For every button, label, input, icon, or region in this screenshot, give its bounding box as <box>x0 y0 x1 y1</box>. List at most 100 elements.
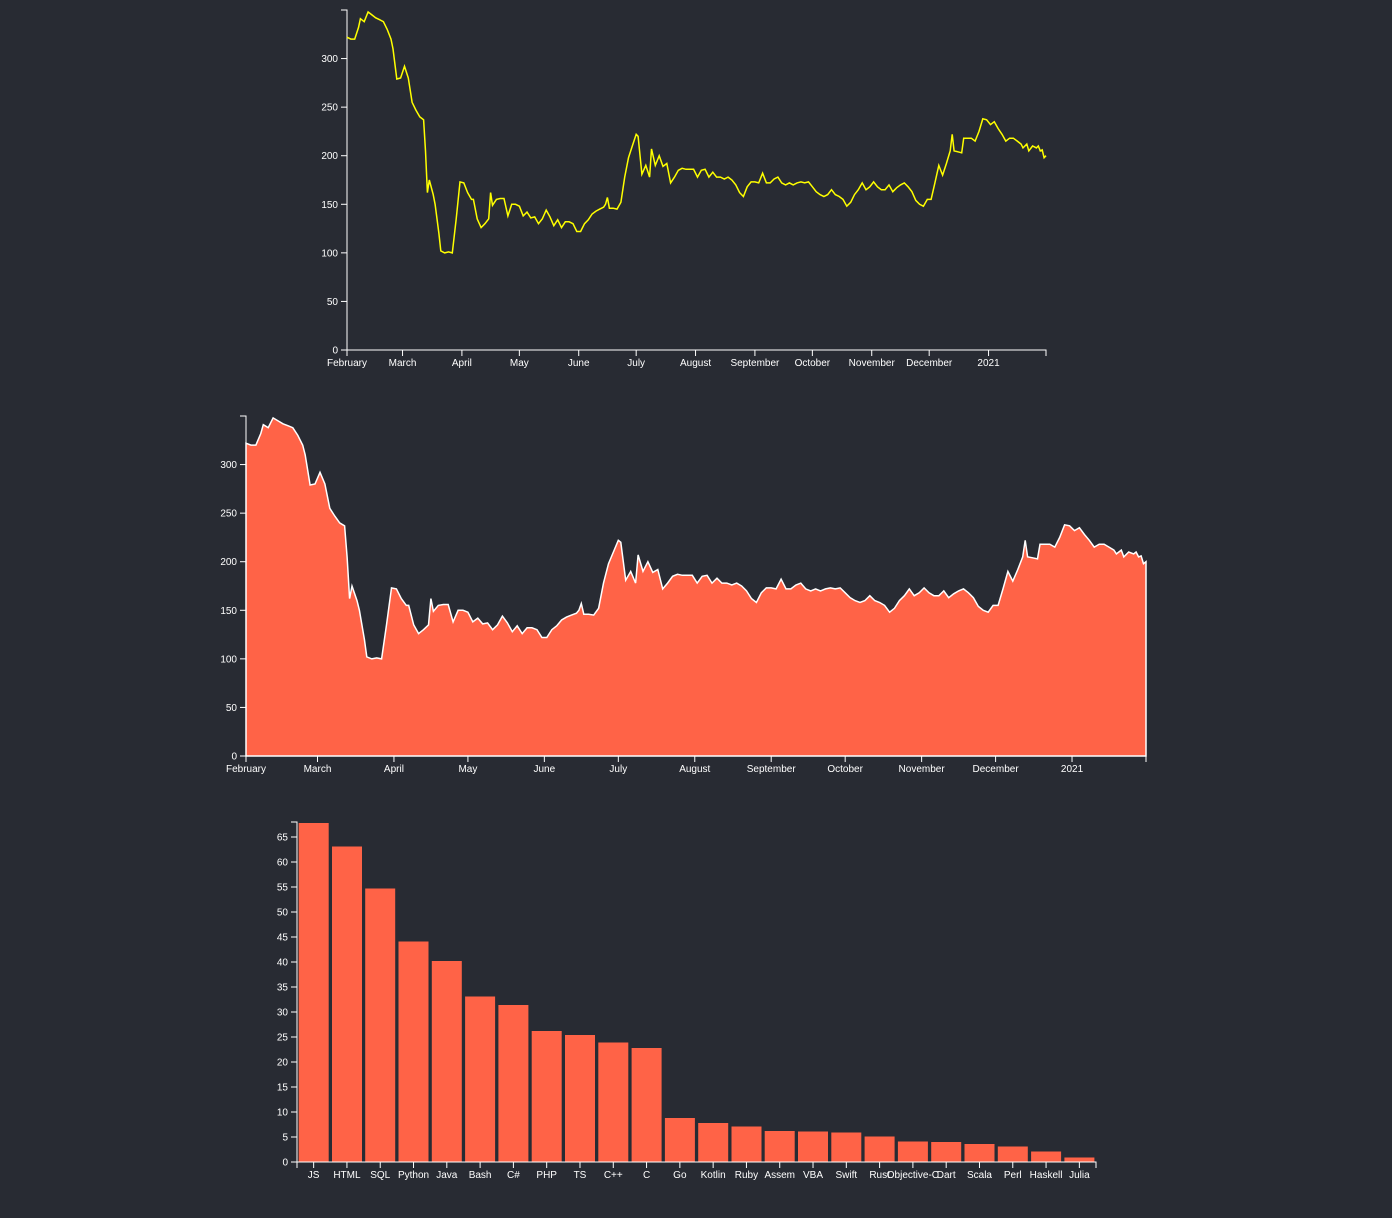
x-tick-label: April <box>384 764 404 775</box>
y-tick: 15 <box>277 1083 297 1094</box>
x-tick-label: February <box>327 358 367 369</box>
bar <box>864 1136 895 1162</box>
y-tick-label: 10 <box>277 1108 289 1119</box>
x-tick-label: Ruby <box>735 1170 758 1181</box>
x-tick: TS <box>574 1162 587 1181</box>
bar <box>631 1048 662 1162</box>
y-tick-label: 0 <box>231 752 237 763</box>
bar <box>531 1031 562 1162</box>
x-tick: Objective-C <box>887 1162 939 1181</box>
y-tick-label: 100 <box>321 248 338 259</box>
x-tick: Perl <box>1004 1162 1022 1181</box>
x-tick: May <box>510 350 529 369</box>
x-tick: November <box>849 350 896 369</box>
y-tick-label: 300 <box>220 460 237 471</box>
line-chart-x-axis: February March April May June July August Septe… <box>327 349 1047 369</box>
x-tick-label: Dart <box>937 1170 956 1181</box>
x-tick-label: November <box>849 358 896 369</box>
x-tick-label: SQL <box>370 1170 390 1181</box>
y-tick: 50 <box>277 908 297 919</box>
bar <box>997 1146 1028 1162</box>
x-tick: VBA <box>803 1162 823 1181</box>
y-tick: 0 <box>332 346 347 357</box>
y-tick: 35 <box>277 983 297 994</box>
x-tick-label: C# <box>507 1170 520 1181</box>
x-tick-label: March <box>389 358 417 369</box>
x-tick-label: August <box>680 358 711 369</box>
x-tick-label: September <box>730 358 780 369</box>
y-tick: 5 <box>282 1133 297 1144</box>
x-tick-label: TS <box>574 1170 587 1181</box>
x-tick: C# <box>507 1162 520 1181</box>
x-tick: Ruby <box>735 1162 758 1181</box>
bar <box>1031 1151 1062 1162</box>
bar-chart-bars <box>298 823 1095 1162</box>
y-tick: 100 <box>321 248 347 259</box>
y-tick-label: 45 <box>277 933 289 944</box>
x-tick: September <box>747 756 796 775</box>
bar <box>1064 1157 1095 1162</box>
y-tick-label: 150 <box>220 606 237 617</box>
x-tick-label: March <box>304 764 332 775</box>
x-tick-label: JS <box>308 1170 320 1181</box>
x-tick: August <box>680 350 711 369</box>
x-tick-label: April <box>452 358 472 369</box>
bar <box>931 1142 962 1162</box>
bar-chart-x-axis: JS HTML SQL Python Java Bash C# PHP TS C++ C Go Kotl… <box>296 1161 1097 1181</box>
x-tick-label: Julia <box>1069 1170 1090 1181</box>
y-tick: 45 <box>277 933 297 944</box>
y-tick: 40 <box>277 958 297 969</box>
bar <box>598 1042 629 1162</box>
y-tick-label: 250 <box>321 103 338 114</box>
y-tick: 60 <box>277 858 297 869</box>
x-tick: JS <box>308 1162 320 1181</box>
x-tick: December <box>906 350 953 369</box>
y-tick-label: 100 <box>220 654 237 665</box>
bar <box>897 1141 928 1162</box>
bar <box>964 1144 995 1162</box>
y-tick-label: 65 <box>277 833 289 844</box>
y-tick: 25 <box>277 1033 297 1044</box>
x-tick-label: Perl <box>1004 1170 1022 1181</box>
y-tick: 150 <box>321 200 347 211</box>
x-tick-label: May <box>458 764 477 775</box>
x-tick-label: Haskell <box>1030 1170 1063 1181</box>
bar <box>365 888 396 1162</box>
x-tick: September <box>730 350 780 369</box>
x-tick: February <box>226 756 266 775</box>
x-tick: December <box>973 756 1019 775</box>
x-tick: Swift <box>835 1162 857 1181</box>
x-tick-label: June <box>534 764 556 775</box>
bar <box>565 1035 595 1162</box>
x-tick: Kotlin <box>701 1162 726 1181</box>
x-tick-label: C <box>643 1170 650 1181</box>
x-tick: August <box>679 756 711 775</box>
x-tick: March <box>389 350 417 369</box>
x-tick: Dart <box>937 1162 956 1181</box>
x-tick: Assem <box>764 1162 795 1181</box>
line-chart: February March April May June July August Septe… <box>321 9 1047 369</box>
y-tick: 30 <box>277 1008 297 1019</box>
line-chart-y-axis: 0 50 100 150 200 250 300 <box>321 9 348 357</box>
x-tick-label: Scala <box>967 1170 992 1181</box>
area-chart-x-axis: February March April May June July August Septe… <box>226 755 1147 775</box>
bar-chart: JS HTML SQL Python Java Bash C# PHP TS C++ C Go Kotl… <box>277 821 1097 1181</box>
y-tick: 250 <box>220 509 246 520</box>
bar <box>498 1005 529 1162</box>
bar <box>298 823 329 1162</box>
x-tick-label: Assem <box>764 1170 795 1181</box>
y-tick-label: 150 <box>321 200 338 211</box>
x-tick: SQL <box>370 1162 391 1181</box>
x-tick: November <box>899 756 945 775</box>
line-series <box>346 10 1047 254</box>
y-tick: 50 <box>226 703 246 714</box>
y-tick-label: 0 <box>282 1158 288 1169</box>
y-tick: 300 <box>321 54 347 65</box>
y-tick: 65 <box>277 833 297 844</box>
y-tick-label: 50 <box>277 908 289 919</box>
x-tick-label: July <box>609 764 627 775</box>
y-tick: 50 <box>327 297 347 308</box>
x-tick-label: HTML <box>333 1170 361 1181</box>
y-tick-label: 60 <box>277 858 289 869</box>
